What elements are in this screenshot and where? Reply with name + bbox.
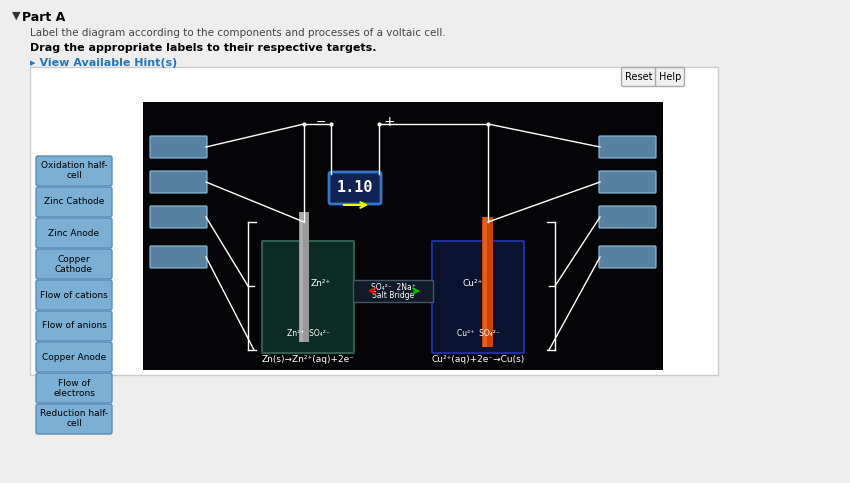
Text: Zinc Anode: Zinc Anode [48,228,99,238]
Text: Flow of anions: Flow of anions [42,322,106,330]
Text: Part A: Part A [22,11,65,24]
Bar [300,212,303,342]
FancyBboxPatch shape [599,246,656,268]
Bar [483,217,494,347]
Text: Salt Bridge: Salt Bridge [371,292,414,300]
Text: Zn²⁺: Zn²⁺ [311,280,332,288]
FancyBboxPatch shape [262,241,354,353]
Text: SO₄²⁻  2Na⁺: SO₄²⁻ 2Na⁺ [371,283,416,292]
Text: Cu²⁺  SO₄²⁻: Cu²⁺ SO₄²⁻ [456,329,500,339]
FancyBboxPatch shape [150,206,207,228]
Text: Drag the appropriate labels to their respective targets.: Drag the appropriate labels to their res… [30,43,377,53]
Text: 1.10: 1.10 [337,181,373,196]
FancyBboxPatch shape [432,241,524,353]
FancyBboxPatch shape [36,373,112,403]
Text: Copper Anode: Copper Anode [42,353,106,361]
Text: electrons: electrons [53,388,95,398]
FancyBboxPatch shape [329,172,381,204]
FancyBboxPatch shape [36,404,112,434]
FancyBboxPatch shape [621,68,656,86]
FancyBboxPatch shape [655,68,684,86]
FancyBboxPatch shape [150,246,207,268]
Text: cell: cell [66,171,82,181]
FancyBboxPatch shape [36,187,112,217]
FancyBboxPatch shape [36,218,112,248]
Text: Help: Help [659,72,681,82]
Text: Cu²⁺: Cu²⁺ [462,280,483,288]
FancyBboxPatch shape [36,311,112,341]
Bar [299,212,309,342]
Text: Zinc Cathode: Zinc Cathode [44,198,105,207]
Text: Reduction half-: Reduction half- [40,410,108,418]
Text: Oxidation half-: Oxidation half- [41,161,107,170]
FancyBboxPatch shape [36,342,112,372]
FancyBboxPatch shape [36,280,112,310]
FancyBboxPatch shape [36,249,112,279]
FancyBboxPatch shape [36,156,112,186]
Text: Cathode: Cathode [55,265,93,273]
Text: Copper: Copper [58,255,90,264]
Text: Zn(s)→Zn²⁺(aq)+2e⁻: Zn(s)→Zn²⁺(aq)+2e⁻ [262,355,354,365]
FancyBboxPatch shape [150,136,207,158]
Text: Zn²⁺  SO₄²⁻: Zn²⁺ SO₄²⁻ [286,329,330,339]
Text: Label the diagram according to the components and processes of a voltaic cell.: Label the diagram according to the compo… [30,28,445,38]
Text: −: − [315,115,326,128]
Bar [484,217,488,347]
Text: +: + [383,115,394,129]
Text: ▼: ▼ [12,11,20,21]
Text: cell: cell [66,420,82,428]
Text: Flow of: Flow of [58,379,90,387]
Text: ▸ View Available Hint(s): ▸ View Available Hint(s) [30,58,178,68]
Bar [353,280,433,302]
Text: Flow of cations: Flow of cations [40,290,108,299]
Text: Cu²⁺(aq)+2e⁻→Cu(s): Cu²⁺(aq)+2e⁻→Cu(s) [431,355,524,365]
Text: Reset: Reset [626,72,653,82]
FancyBboxPatch shape [599,206,656,228]
FancyBboxPatch shape [30,67,718,375]
FancyBboxPatch shape [150,171,207,193]
Bar [143,102,663,370]
FancyBboxPatch shape [599,136,656,158]
FancyBboxPatch shape [599,171,656,193]
